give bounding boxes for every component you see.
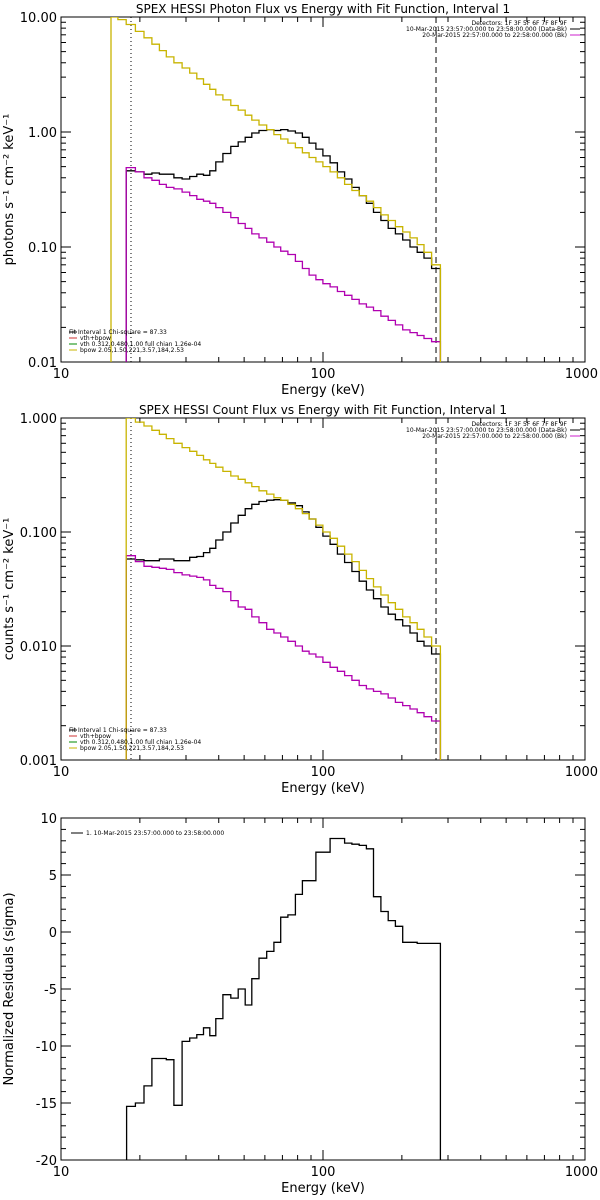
legend-entry: 20-Mar-2015 22:57:00.000 to 22:58:00.000…	[422, 32, 567, 39]
legend-entry: 10-Mar-2015 23:57:00.000 to 23:58:00.000…	[406, 26, 567, 33]
series-group	[125, 418, 442, 760]
y-tick-label: 10.00	[20, 11, 57, 26]
y-tick-label: -5	[44, 983, 57, 998]
y-axis-label: photons s⁻¹ cm⁻² keV⁻¹	[2, 114, 17, 266]
y-axis: -20 -15 -10 -5 0 5 10 Normalized Residuals (sig…	[2, 812, 585, 1169]
y-tick-label: 0	[49, 926, 57, 941]
legend-entry: Fit Interval 1 Chi-square = 87.33	[69, 329, 167, 336]
legend-entry: Fit Interval 1 Chi-square = 87.33	[69, 727, 167, 734]
y-axis: 0.01 0.10 1.00 10.00 photons s⁻¹ cm⁻² keV⁻¹	[2, 11, 585, 371]
y-tick-label: 0.100	[20, 526, 57, 541]
y-axis: 0.001 0.010 0.100 1.000 counts s⁻¹ cm⁻² keV⁻…	[2, 412, 585, 769]
legend-entry: vth 0.312,0.480,1.00 full chian 1.26e-04	[80, 739, 201, 746]
plot-frame	[60, 16, 586, 363]
x-tick-label: 10	[53, 1165, 70, 1180]
chart-panel-1: SPEX HESSI Photon Flux vs Energy with Fi…	[2, 2, 598, 398]
y-axis-label: Normalized Residuals (sigma)	[2, 892, 17, 1085]
legend-entry: 20-Mar-2015 22:57:00.000 to 22:58:00.000…	[422, 433, 567, 440]
x-tick-label: 1000	[565, 367, 598, 382]
series-bpow	[110, 17, 442, 362]
series-data	[125, 499, 442, 760]
series-vth	[125, 555, 442, 760]
y-tick-label: -10	[36, 1040, 57, 1055]
y-tick-label: 0.001	[20, 754, 57, 769]
x-axis: 10 100 1000 Energy (keV)	[53, 818, 598, 1196]
legend-entry: Detectors: 1F 3F 5F 6F 7F 8F 9F	[471, 421, 567, 428]
y-tick-label: -15	[36, 1097, 57, 1112]
x-axis-label: Energy (keV)	[281, 383, 365, 398]
x-axis-label: Energy (keV)	[281, 781, 365, 796]
y-tick-label: 0.10	[28, 241, 57, 256]
y-tick-label: 1.000	[20, 412, 57, 427]
plot-frame	[60, 417, 586, 761]
x-tick-label: 1000	[565, 765, 598, 780]
chart-title: SPEX HESSI Photon Flux vs Energy with Fi…	[136, 2, 510, 16]
legend-entry: vth+bpow	[80, 733, 111, 740]
legend-entry: bpow 2.05,1.50,221,3.57,184,2.53	[80, 745, 184, 752]
legend-entry: vth+bpow	[80, 335, 111, 342]
legend-bottom-left: Fit Interval 1 Chi-square = 87.33vth+bpo…	[69, 329, 201, 354]
x-axis-label: Energy (keV)	[281, 1181, 365, 1196]
legend-entry: vth 0.312,0.480,1.00 full chian 1.26e-04	[80, 341, 201, 348]
x-tick-label: 1000	[565, 1165, 598, 1180]
series-vth	[125, 166, 442, 362]
y-tick-label: 10	[40, 812, 57, 827]
y-tick-label: -20	[36, 1154, 57, 1169]
y-tick-label: 0.010	[20, 640, 57, 655]
chart-panel-3: 10 100 1000 Energy (keV) -20 -15 -10 -5 0 5 10 Norm…	[2, 812, 598, 1196]
x-axis: 10 100 1000 Energy (keV)	[53, 17, 598, 398]
series-bpow	[125, 418, 442, 760]
series-data	[125, 128, 442, 362]
legend-entry: 1. 10-Mar-2015 23:57:00.000 to 23:58:00.…	[86, 830, 224, 837]
x-tick-label: 100	[311, 765, 336, 780]
chart-panel-2: SPEX HESSI Count Flux vs Energy with Fit…	[2, 403, 598, 796]
series-group	[125, 837, 442, 1160]
y-tick-label: 0.01	[28, 356, 57, 371]
y-tick-label: 5	[49, 869, 57, 884]
legend-entry: bpow 2.05,1.50,221,3.57,184,2.53	[80, 347, 184, 354]
legend-entry: Detectors: 1F 3F 5F 6F 7F 8F 9F	[471, 20, 567, 27]
legend-bottom-left: Fit Interval 1 Chi-square = 87.33vth+bpo…	[69, 727, 201, 752]
y-tick-label: 1.00	[28, 126, 57, 141]
legend-top-right: Detectors: 1F 3F 5F 6F 7F 8F 9F10-Mar-20…	[406, 421, 580, 440]
chart-title: SPEX HESSI Count Flux vs Energy with Fit…	[139, 403, 507, 417]
x-axis: 10 100 1000 Energy (keV)	[53, 418, 598, 796]
series-residuals	[125, 837, 442, 1160]
legend-top-left: 1. 10-Mar-2015 23:57:00.000 to 23:58:00.…	[71, 830, 224, 837]
y-axis-label: counts s⁻¹ cm⁻² keV⁻¹	[2, 518, 17, 661]
legend-top-right: Detectors: 1F 3F 5F 6F 7F 8F 9F10-Mar-20…	[406, 20, 580, 39]
legend-entry: 10-Mar-2015 23:57:00.000 to 23:58:00.000…	[406, 427, 567, 434]
plot-frame	[60, 817, 586, 1161]
series-group	[110, 17, 442, 362]
x-tick-label: 100	[311, 367, 336, 382]
x-tick-label: 100	[311, 1165, 336, 1180]
x-tick-label: 10	[53, 367, 70, 382]
x-tick-label: 10	[53, 765, 70, 780]
